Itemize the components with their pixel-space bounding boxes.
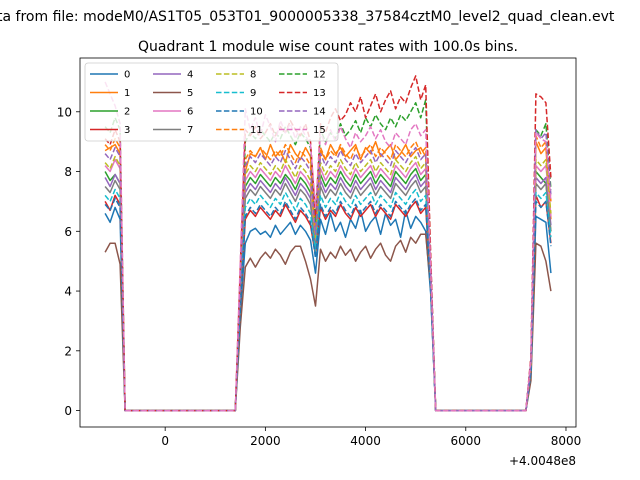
y-tick-label: 4	[64, 285, 72, 299]
legend-label-14: 14	[313, 107, 326, 118]
series-line-14	[104, 128, 552, 412]
y-tick-label: 8	[64, 165, 72, 179]
y-tick-label: 6	[64, 225, 72, 239]
x-tick-label: 4000	[350, 434, 381, 448]
legend-label-10: 10	[250, 107, 263, 118]
legend-label-15: 15	[313, 125, 326, 136]
y-tick-label: 0	[64, 404, 72, 418]
legend-label-0: 0	[124, 70, 130, 81]
legend-label-11: 11	[250, 125, 263, 136]
legend-label-13: 13	[313, 88, 326, 99]
legend-label-7: 7	[187, 125, 193, 136]
legend-label-4: 4	[187, 70, 193, 81]
legend-label-9: 9	[250, 88, 256, 99]
legend-label-1: 1	[124, 88, 130, 99]
legend-label-8: 8	[250, 70, 256, 81]
plot-frame	[79, 57, 577, 428]
x-tick-label: 6000	[451, 434, 482, 448]
x-tick-label: 8000	[551, 434, 582, 448]
legend-label-2: 2	[124, 107, 130, 118]
x-offset-label: +4.0048e8	[509, 454, 576, 468]
y-tick-label: 10	[57, 105, 72, 119]
x-tick-label: 0	[161, 434, 169, 448]
legend-box	[84, 62, 339, 142]
legend-label-3: 3	[124, 125, 130, 136]
chart-title: Quadrant 1 module wise count rates with …	[138, 39, 518, 55]
legend-label-12: 12	[313, 70, 326, 81]
axes-layer: 0 2000 4000 6000 8000 0 2 4 6 8 10	[57, 105, 582, 448]
y-tick-label: 2	[64, 344, 72, 358]
legend-label-6: 6	[187, 107, 193, 118]
legend-label-5: 5	[187, 88, 193, 99]
figure-title: Data from file: modeM0/AS1T05_053T01_900…	[0, 9, 615, 25]
x-tick-label: 2000	[250, 434, 281, 448]
